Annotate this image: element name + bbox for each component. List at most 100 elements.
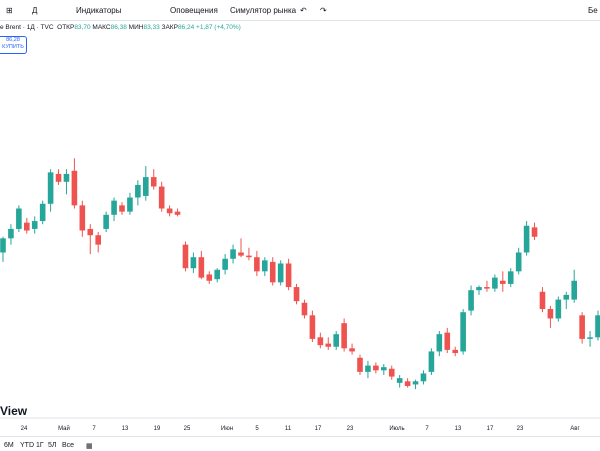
toolbar-button[interactable]: Симулятор рынка bbox=[230, 6, 297, 15]
candle-body bbox=[357, 357, 363, 372]
x-tick-label: Май bbox=[58, 425, 70, 432]
candle-body bbox=[0, 238, 6, 253]
candle-body bbox=[547, 309, 554, 319]
candle-body bbox=[571, 280, 577, 300]
candle-body bbox=[87, 228, 94, 236]
candle-body bbox=[198, 257, 205, 278]
x-tick-label: 25 bbox=[184, 426, 191, 432]
candle-body bbox=[150, 177, 157, 187]
candle-body bbox=[388, 368, 395, 377]
candle-body bbox=[47, 172, 54, 204]
range-button[interactable]: YTD bbox=[20, 442, 34, 449]
x-tick-label: 23 bbox=[347, 426, 354, 432]
value: 86,24 bbox=[177, 24, 195, 31]
legend: e Brent · 1Д · TVC ОТКР83,70 МАКС86,38 М… bbox=[0, 24, 241, 31]
candle-body bbox=[381, 367, 387, 371]
x-tick-label: 11 bbox=[285, 426, 292, 432]
x-tick-label: Июль bbox=[389, 426, 404, 432]
candle-body bbox=[325, 343, 332, 347]
undo[interactable]: ↶ bbox=[300, 6, 307, 15]
candle-body bbox=[396, 378, 403, 383]
range-button[interactable]: 1Г bbox=[36, 442, 44, 449]
toolbar-button[interactable]: Индикаторы bbox=[76, 6, 122, 15]
candle-body bbox=[277, 263, 284, 283]
candle-body bbox=[16, 208, 22, 229]
x-tick-label: 17 bbox=[315, 426, 322, 432]
candle-body bbox=[309, 315, 316, 339]
value: 86,38 bbox=[110, 24, 127, 31]
change: +1,87 (+4,70%) bbox=[196, 24, 241, 31]
candle-body bbox=[293, 287, 300, 302]
candle-body bbox=[404, 381, 411, 387]
toolbar-button[interactable]: Бе bbox=[588, 6, 598, 15]
candle-body bbox=[420, 373, 427, 382]
toolbar-button[interactable]: Оповещения bbox=[170, 6, 218, 15]
range-button[interactable]: 5Л bbox=[48, 442, 57, 449]
label: МАКС bbox=[92, 24, 111, 31]
x-tick-label: 13 bbox=[122, 426, 129, 432]
icon[interactable]: ⊞ bbox=[6, 6, 13, 15]
candle-body bbox=[119, 205, 125, 212]
x-tick-label: 19 bbox=[154, 426, 161, 432]
candle-body bbox=[476, 287, 482, 291]
candle-body bbox=[317, 337, 324, 346]
candle-body bbox=[587, 337, 593, 339]
calendar[interactable]: ▦ bbox=[86, 443, 93, 450]
candle-body bbox=[452, 349, 458, 354]
candle-body bbox=[333, 334, 339, 347]
x-tick-label: 7 bbox=[92, 426, 96, 432]
x-tick-label: Июн bbox=[221, 426, 233, 432]
candle-body bbox=[190, 257, 197, 269]
candle-body bbox=[484, 287, 490, 289]
watermark: View bbox=[0, 404, 28, 418]
candle-body bbox=[468, 290, 474, 311]
candle-body bbox=[246, 255, 252, 258]
candle-body bbox=[95, 235, 101, 245]
label: ОТКР bbox=[57, 24, 75, 31]
buy-button[interactable]: 86,28 КУПИТЬ bbox=[0, 36, 27, 54]
x-tick-label: 13 bbox=[455, 426, 462, 432]
candle-body bbox=[127, 197, 133, 212]
x-tick-label: 23 bbox=[517, 426, 524, 432]
candle-body bbox=[262, 260, 268, 272]
candle-body bbox=[444, 332, 451, 350]
value: 83,70 bbox=[74, 24, 91, 31]
candle-body bbox=[515, 252, 522, 272]
redo[interactable]: ↷ bbox=[320, 6, 327, 15]
x-tick-label: 24 bbox=[21, 426, 28, 432]
candle-body bbox=[8, 228, 14, 239]
range-bar: 6М YTD 1Г 5Л Все ▦ bbox=[0, 436, 600, 451]
range-button[interactable]: Все bbox=[62, 442, 75, 449]
candle-body bbox=[222, 258, 228, 270]
candle-body bbox=[523, 225, 530, 253]
candle-body bbox=[341, 323, 347, 349]
candle-body bbox=[103, 214, 109, 229]
candle-body bbox=[507, 271, 514, 284]
candle-body bbox=[79, 205, 86, 231]
candle-body bbox=[39, 203, 46, 222]
range-button[interactable]: 6М bbox=[4, 442, 14, 449]
x-tick-label: Авг bbox=[570, 426, 580, 432]
candle-body bbox=[214, 269, 220, 280]
timeframe[interactable]: Д bbox=[32, 6, 38, 15]
candle-body bbox=[436, 334, 443, 352]
candle-body bbox=[174, 211, 181, 215]
candle-body bbox=[135, 184, 141, 198]
candle-body bbox=[55, 173, 62, 182]
symbol[interactable]: e Brent · 1Д · TVC bbox=[0, 24, 54, 31]
buy-price: 86,28 bbox=[6, 37, 20, 43]
candle-body bbox=[238, 252, 244, 256]
candle-body bbox=[539, 291, 546, 310]
candle-body bbox=[269, 261, 276, 283]
candle-body bbox=[206, 274, 213, 281]
x-tick-label: 5 bbox=[255, 426, 259, 432]
candle-body bbox=[31, 221, 38, 229]
x-tick-label: 7 bbox=[425, 426, 429, 432]
candle-body bbox=[492, 277, 498, 289]
candle-body bbox=[531, 227, 538, 237]
candle-body bbox=[428, 351, 435, 372]
label: МИН bbox=[128, 24, 144, 31]
buy-label: КУПИТЬ bbox=[2, 44, 24, 50]
candle-body bbox=[555, 299, 562, 319]
candle-body bbox=[412, 381, 419, 385]
